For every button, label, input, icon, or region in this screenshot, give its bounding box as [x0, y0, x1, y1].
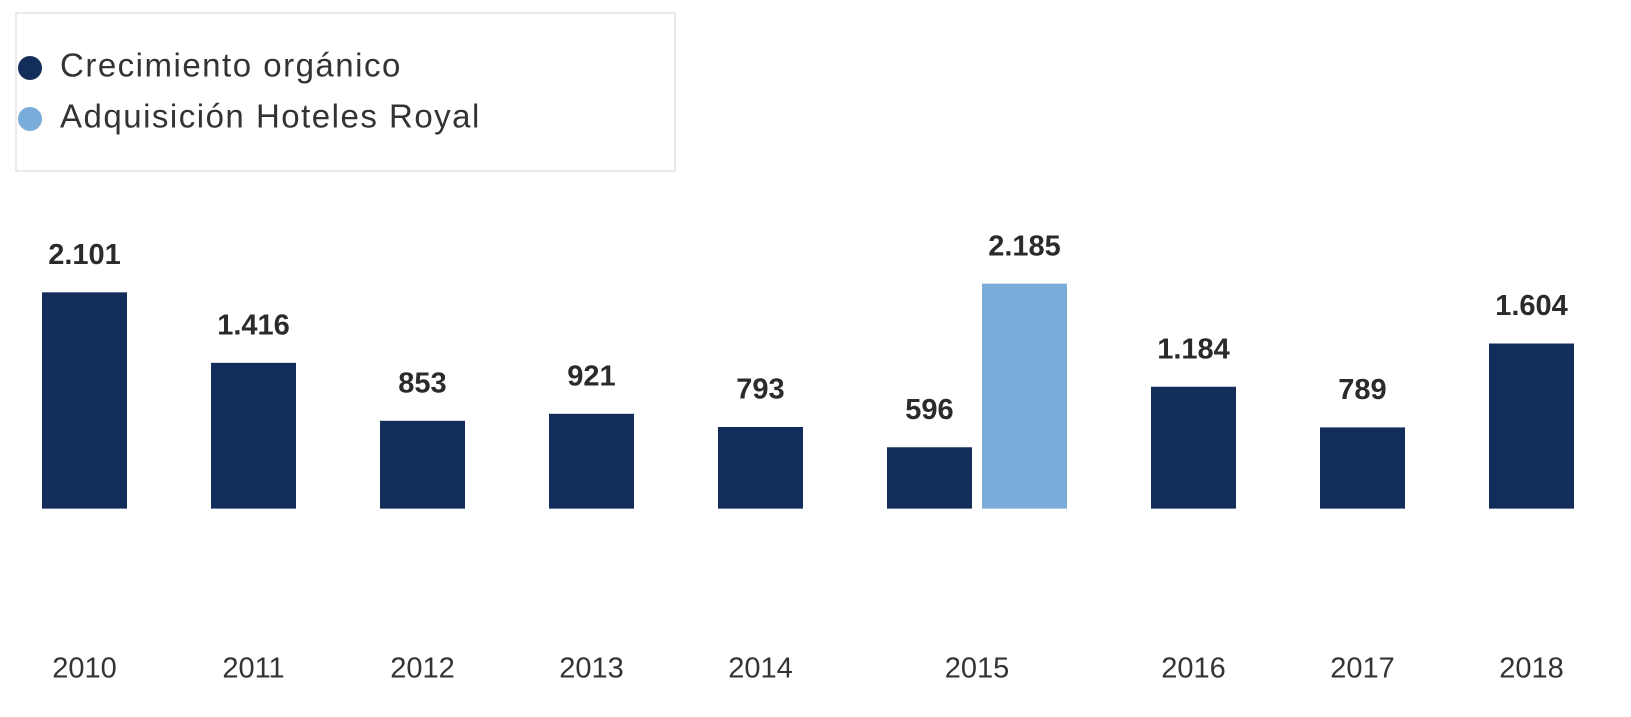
x-tick-label: 2011 — [222, 653, 284, 685]
bar — [380, 420, 465, 509]
bar — [1489, 343, 1574, 509]
value-label: 1.604 — [1495, 290, 1568, 322]
x-tick-label: 2016 — [1161, 653, 1226, 685]
value-label: 596 — [905, 394, 953, 426]
x-tick-label: 2015 — [945, 653, 1010, 685]
value-label: 853 — [398, 367, 446, 399]
value-label: 789 — [1338, 374, 1386, 406]
bar — [42, 292, 127, 509]
legend-box — [15, 12, 676, 172]
legend-marker — [18, 56, 42, 80]
x-tick-label: 2013 — [559, 653, 624, 685]
bar — [718, 426, 803, 509]
bar — [1320, 427, 1405, 509]
legend-marker — [18, 107, 42, 131]
bar — [211, 362, 296, 509]
legend-label: Crecimiento orgánico — [60, 47, 402, 84]
bar — [982, 283, 1067, 509]
value-label: 2.185 — [988, 230, 1061, 262]
value-label: 793 — [736, 374, 784, 406]
bar — [1151, 386, 1236, 509]
x-tick-label: 2017 — [1330, 653, 1395, 685]
x-tick-label: 2018 — [1499, 653, 1564, 685]
value-label: 2.101 — [48, 239, 121, 271]
x-tick-label: 2010 — [52, 653, 117, 685]
x-tick-label: 2012 — [390, 653, 455, 685]
x-tick-label: 2014 — [728, 653, 793, 685]
value-label: 921 — [567, 360, 615, 392]
value-label: 1.184 — [1157, 333, 1230, 365]
legend-label: Adquisición Hoteles Royal — [60, 98, 481, 135]
bar — [887, 447, 972, 509]
bar — [549, 413, 634, 509]
value-label: 1.416 — [217, 310, 290, 342]
